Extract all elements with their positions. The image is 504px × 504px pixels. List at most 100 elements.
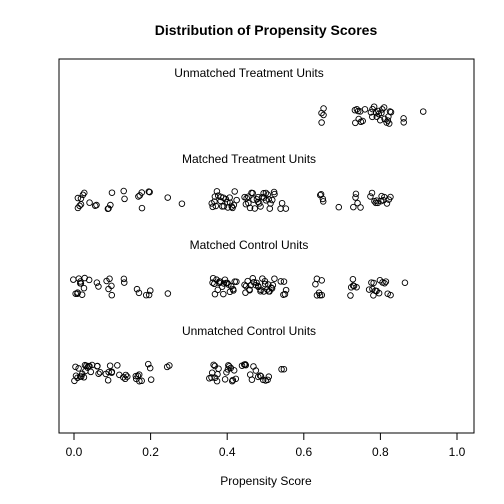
x-tick-label: 0.6 (295, 445, 312, 459)
data-point (76, 202, 83, 210)
data-point (106, 362, 114, 369)
data-point (349, 275, 357, 283)
data-point (350, 203, 357, 211)
data-point (387, 193, 394, 201)
data-point (81, 189, 88, 197)
data-point (212, 202, 220, 210)
data-point (248, 376, 256, 383)
data-point (281, 290, 289, 298)
data-point (379, 106, 386, 113)
data-point (256, 372, 264, 379)
x-tick-label: 0.2 (142, 445, 159, 459)
data-point (80, 374, 88, 381)
group-label: Matched Control Units (190, 238, 309, 252)
data-point (213, 188, 221, 195)
data-point (387, 108, 395, 116)
data-point (135, 371, 143, 378)
data-point (260, 190, 267, 197)
data-point (229, 204, 236, 212)
data-point (120, 275, 128, 283)
data-point (107, 201, 114, 209)
data-point (146, 364, 154, 372)
data-point (224, 279, 231, 287)
data-point (252, 367, 260, 374)
data-point (271, 190, 278, 198)
data-point (378, 192, 385, 200)
score-group: Matched Treatment Units (74, 152, 394, 213)
data-point (105, 368, 112, 376)
data-point (135, 193, 142, 200)
data-point (147, 287, 154, 294)
data-point (249, 189, 256, 197)
data-point (91, 202, 99, 210)
data-point (232, 375, 240, 383)
data-point (222, 195, 230, 203)
data-point (382, 278, 390, 285)
data-point (401, 279, 409, 287)
data-point (278, 199, 286, 207)
data-point (361, 106, 369, 113)
data-point (94, 362, 101, 370)
data-point (214, 286, 222, 294)
data-point (124, 373, 131, 380)
data-point (147, 376, 155, 383)
data-point (400, 115, 407, 122)
data-point (369, 113, 376, 121)
data-point (269, 196, 276, 204)
data-point (253, 279, 260, 287)
data-point (257, 373, 265, 380)
data-point (370, 103, 378, 110)
data-point (225, 363, 233, 370)
data-point (353, 283, 360, 291)
data-point (221, 376, 229, 383)
data-point (254, 373, 262, 381)
data-point (257, 203, 264, 210)
data-point (376, 116, 384, 124)
data-point (354, 199, 361, 207)
data-point (400, 119, 407, 126)
data-point (146, 188, 153, 196)
group-label: Matched Treatment Units (182, 152, 316, 166)
data-point (136, 377, 143, 385)
data-point (108, 368, 116, 376)
data-point (106, 275, 113, 283)
data-point (368, 279, 375, 286)
data-point (242, 361, 250, 369)
data-point (320, 105, 327, 112)
data-point (245, 193, 252, 200)
x-tick-label: 1.0 (449, 445, 466, 459)
data-point (121, 375, 129, 383)
data-point (114, 362, 121, 369)
data-point (229, 376, 237, 384)
data-point (80, 284, 88, 292)
data-point (320, 111, 327, 119)
data-point (380, 104, 388, 111)
data-point (359, 117, 366, 125)
group-label: Unmatched Treatment Units (174, 66, 323, 80)
data-point (319, 198, 327, 205)
data-point (280, 365, 288, 373)
x-axis-label: Propensity Score (220, 474, 312, 488)
data-point (265, 373, 273, 380)
data-point (142, 291, 150, 299)
data-point (282, 286, 290, 294)
data-point (268, 285, 276, 292)
data-point (256, 200, 263, 207)
data-point (105, 205, 112, 212)
data-point (233, 278, 240, 285)
data-point (277, 278, 285, 285)
data-point (95, 283, 102, 290)
data-point (70, 276, 77, 283)
data-point (230, 287, 237, 294)
data-point (244, 277, 251, 285)
data-point (352, 190, 360, 198)
chart-title: Distribution of Propensity Scores (155, 22, 378, 38)
data-point (353, 106, 361, 113)
data-point (269, 281, 277, 289)
data-point (319, 195, 327, 203)
data-point (277, 205, 284, 212)
data-point (218, 283, 226, 290)
data-point (249, 275, 257, 282)
data-point (266, 205, 274, 212)
